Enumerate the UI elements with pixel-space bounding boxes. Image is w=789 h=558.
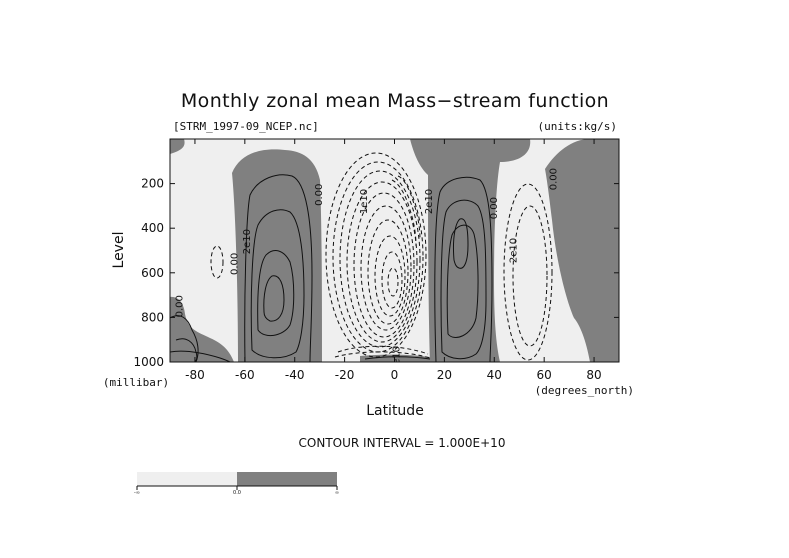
x-tick-label: -80 [185,368,205,382]
y-tick-label: 600 [141,266,164,280]
positive-contours [170,174,493,362]
nh-contour-2 [440,199,487,360]
nh-contour-3 [446,224,479,338]
nh-contour-4 [453,218,469,269]
hadley-pinch-1 [397,175,421,241]
colorbar: -∞ 0.0 ∞ [134,472,339,496]
sh-neg-dash [210,245,224,279]
x-unit-label: (degrees_north) [535,384,634,397]
sh-contour-1 [244,174,313,362]
negative-contours [210,152,553,361]
hadley-dash-1 [325,152,427,358]
contour-label: 0.00 [549,168,560,190]
hadley-dash-4 [346,181,418,343]
contour-label: 1e10 [359,189,370,214]
colorbar-label-max: ∞ [335,490,339,496]
units-label: (units:kg/s) [538,120,617,133]
hadley-dash-6 [360,205,412,331]
colorbar-label-min: -∞ [134,490,140,496]
contour-label: 0.00 [174,295,185,317]
sh-contour-4 [263,275,285,322]
x-tick-label: -20 [335,368,355,382]
hadley-dash-10 [387,267,399,297]
contour-interval-label: CONTOUR INTERVAL = 1.000E+10 [299,436,506,450]
hadley-pinch-2 [391,179,417,247]
shade-nh-cell [410,139,531,362]
sh-contour-3 [257,250,295,337]
positive-shading [170,139,619,362]
shade-top-left [170,139,185,154]
hadley-bottom-2 [334,351,431,359]
colorbar-label-zero: 0.0 [233,490,241,496]
equator-contour [364,356,431,360]
contour-label: 2e10 [424,189,435,214]
sh-contour-2 [250,209,305,359]
x-tick-label: 20 [437,368,452,382]
contour-label: 0.00 [489,197,500,219]
hadley-dash-8 [374,235,406,317]
hadley-dash-3 [339,170,421,348]
y-unit-label: (millibar) [103,376,169,389]
y-tick-label: 200 [141,177,164,191]
contour-label: 2e10 [509,238,520,263]
contour-label: 0.00 [314,184,325,206]
contour-label: 2e10 [391,346,402,371]
contour-label: 0.00 [229,253,240,275]
x-tick-label: -40 [285,368,305,382]
x-axis-label: Latitude [366,403,424,419]
colorbar-positive-fill [237,472,337,486]
x-tick-label: 60 [537,368,552,382]
y-axis-ticks: 1000 800 600 400 200 [133,177,619,369]
y-tick-label: 400 [141,221,164,235]
x-tick-label: 40 [487,368,502,382]
hadley-dash-5 [353,192,415,338]
nh-neg-dash-2 [512,205,548,347]
hadley-dash-9 [381,251,403,309]
colorbar-negative-fill [137,472,237,486]
x-tick-label: 0 [391,368,399,382]
y-tick-label: 1000 [133,355,164,369]
x-tick-label: 80 [586,368,601,382]
file-label: [STRM_1997-09_NCEP.nc] [173,120,319,133]
hadley-bottom-1 [337,345,429,355]
contour-label: 2e10 [242,229,253,254]
shade-right-band [545,139,619,362]
chart-title: Monthly zonal mean Mass−stream function [181,90,609,112]
x-tick-label: -60 [235,368,255,382]
shade-left-polar [170,296,234,362]
polar-contour-3 [170,350,231,362]
nh-contour-1 [434,176,493,362]
nh-neg-dash-1 [503,183,553,361]
shade-sh-cell [232,149,322,362]
hadley-dash-7 [367,219,409,325]
y-tick-label: 800 [141,310,164,324]
x-axis-ticks: -80 -60 -40 -20 0 20 40 60 80 [185,139,602,382]
y-axis-label: Level [111,232,127,269]
